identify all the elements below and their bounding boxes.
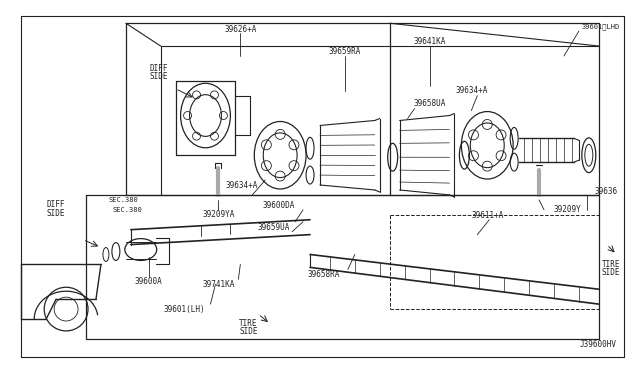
Text: 39659RA: 39659RA xyxy=(329,46,361,55)
Text: TIRE: TIRE xyxy=(602,260,620,269)
Text: SIDE: SIDE xyxy=(150,72,168,81)
Text: SIDE: SIDE xyxy=(47,209,65,218)
Text: 39601〈LHD: 39601〈LHD xyxy=(582,24,620,31)
Text: 39600DA: 39600DA xyxy=(263,201,295,210)
Text: DIFF: DIFF xyxy=(47,201,65,209)
Text: SEC.380: SEC.380 xyxy=(109,197,139,203)
Text: DIFF: DIFF xyxy=(150,64,168,73)
Text: TIRE: TIRE xyxy=(239,320,257,328)
Text: 39611+A: 39611+A xyxy=(471,211,504,220)
Text: J39600HV: J39600HV xyxy=(580,340,617,349)
Text: 39741KA: 39741KA xyxy=(203,280,236,289)
Text: 39634+A: 39634+A xyxy=(226,180,259,189)
Text: 39634+A: 39634+A xyxy=(455,86,488,95)
Text: 39636: 39636 xyxy=(595,187,618,196)
Text: SIDE: SIDE xyxy=(602,268,620,277)
Text: 39601(LH): 39601(LH) xyxy=(164,305,205,314)
Text: SEC.380: SEC.380 xyxy=(113,207,143,213)
Text: 39209YA: 39209YA xyxy=(202,210,235,219)
Text: 39626+A: 39626+A xyxy=(224,25,257,34)
Text: 39209Y: 39209Y xyxy=(554,205,582,214)
Text: 39659UA: 39659UA xyxy=(258,223,290,232)
Text: 39658UA: 39658UA xyxy=(413,99,445,108)
Text: 39658RA: 39658RA xyxy=(308,270,340,279)
Text: 39641KA: 39641KA xyxy=(413,36,445,46)
Text: 39600A: 39600A xyxy=(135,277,163,286)
Text: SIDE: SIDE xyxy=(239,327,257,336)
